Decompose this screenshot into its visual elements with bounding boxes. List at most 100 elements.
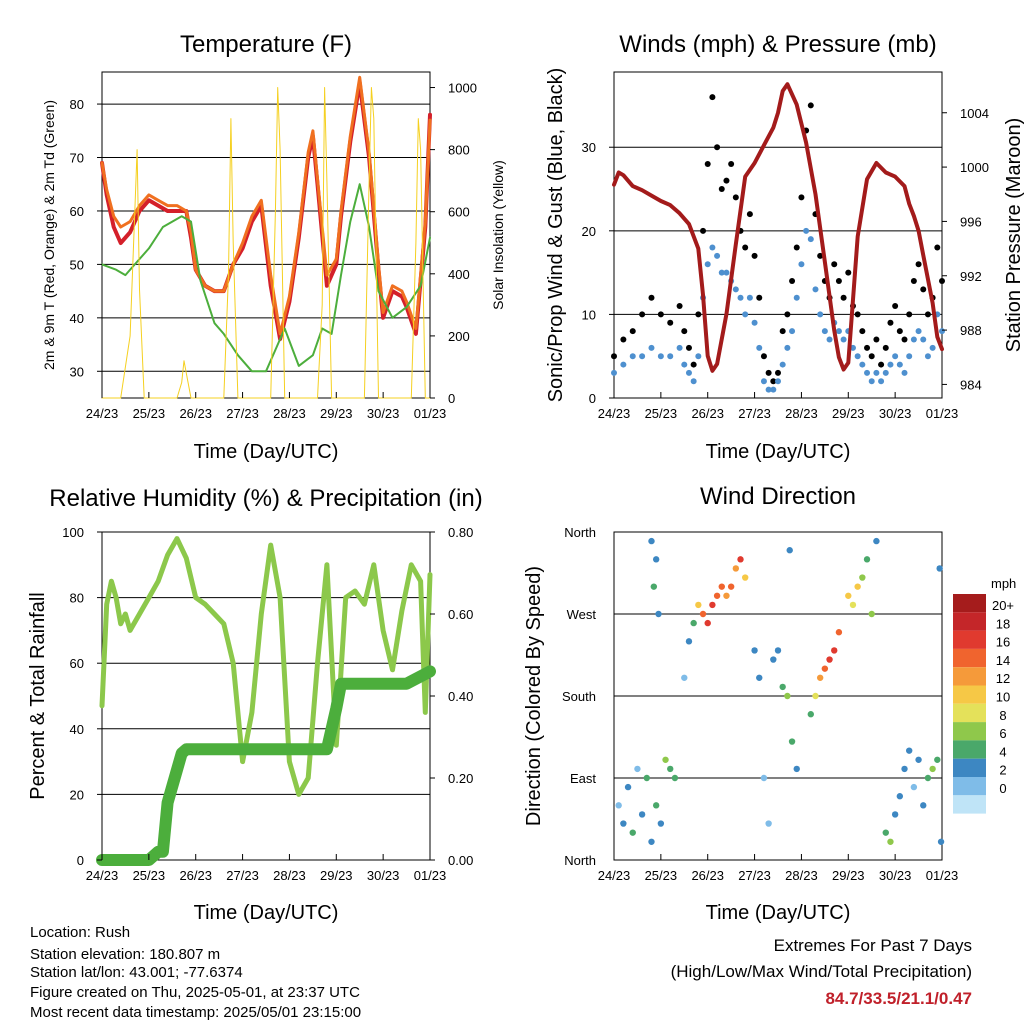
wind-point xyxy=(639,353,646,360)
y-tick-label: 0 xyxy=(77,853,84,868)
solar-line xyxy=(101,87,431,399)
x-tick-label: 01/23 xyxy=(414,868,447,883)
gust-point xyxy=(817,252,824,259)
direction-point xyxy=(634,765,641,773)
direction-point xyxy=(784,692,791,700)
gust-point xyxy=(789,277,796,284)
colorbar-swatch xyxy=(953,703,986,723)
wind-point xyxy=(620,361,627,368)
direction-panel: Wind Direction North East South West North 2… xyxy=(523,483,1016,924)
rh-line xyxy=(99,536,433,797)
colorbar-swatch xyxy=(953,758,986,777)
x-tick-label: 01/23 xyxy=(926,406,959,421)
y-tick-label: 30 xyxy=(582,140,596,155)
gust-point xyxy=(784,311,791,318)
direction-point xyxy=(807,711,814,718)
gust-point xyxy=(939,277,945,284)
x-tick-label: 01/23 xyxy=(926,868,959,883)
wind-point xyxy=(920,336,927,343)
x-tick-label: 24/23 xyxy=(598,868,631,883)
gust-point xyxy=(611,353,617,360)
wind-point xyxy=(896,361,903,368)
humidity-series xyxy=(96,536,436,866)
gust-point xyxy=(906,311,913,318)
humidity-x-label: Time (Day/UTC) xyxy=(194,902,339,924)
wind-point xyxy=(878,378,885,385)
info-elevation: Station elevation: 180.807 m xyxy=(30,946,220,963)
wind-point xyxy=(873,369,880,376)
colorbar-swatch xyxy=(953,594,986,613)
winds-y2-label: Station Pressure (Maroon) xyxy=(1003,118,1024,353)
wind-point xyxy=(695,353,702,360)
y2-tick-label: 200 xyxy=(448,329,470,344)
info-recent: Most recent data timestamp: 2025/05/01 2… xyxy=(30,1004,361,1021)
wind-point xyxy=(751,319,758,326)
direction-point xyxy=(812,692,819,700)
y-tick-label: 50 xyxy=(70,257,84,272)
direction-point xyxy=(742,574,749,581)
gust-point xyxy=(746,211,753,218)
y2-tick-label: 1000 xyxy=(960,160,989,175)
direction-point xyxy=(737,556,744,563)
direction-point xyxy=(652,802,660,809)
direction-point xyxy=(713,592,721,599)
gust-point xyxy=(723,177,730,184)
wind-point xyxy=(821,328,828,335)
colorbar-swatch xyxy=(953,722,986,741)
gust-point xyxy=(765,369,772,376)
direction-point xyxy=(655,610,662,618)
y2-tick-label: 1004 xyxy=(960,106,989,121)
y-tick-label: 20 xyxy=(70,787,84,802)
wind-point xyxy=(760,378,767,385)
y2-tick-label: 600 xyxy=(448,205,470,220)
x-tick-label: 01/23 xyxy=(414,406,447,421)
direction-point xyxy=(718,583,725,590)
wind-point xyxy=(789,328,796,335)
y-tick-label: North xyxy=(564,853,596,868)
wind-point xyxy=(887,361,894,368)
direction-point xyxy=(723,592,730,599)
gust-point xyxy=(751,252,758,259)
wind-point xyxy=(864,369,871,376)
direction-point xyxy=(652,556,660,563)
gust-point xyxy=(775,369,781,376)
x-tick-label: 29/23 xyxy=(320,406,353,421)
wind-point xyxy=(798,261,805,268)
x-tick-label: 25/23 xyxy=(645,406,678,421)
wind-point xyxy=(648,344,655,351)
info-location: Location: Rush xyxy=(30,924,130,941)
wind-point xyxy=(826,336,833,343)
direction-point xyxy=(681,674,688,681)
wind-point xyxy=(704,261,711,268)
direction-point xyxy=(685,638,693,645)
colorbar-swatch xyxy=(953,667,986,686)
y-tick-label: 40 xyxy=(70,722,84,737)
direction-point xyxy=(751,647,758,654)
gust-point xyxy=(732,194,739,201)
extremes-title: Extremes For Past 7 Days xyxy=(774,936,972,955)
x-tick-label: 29/23 xyxy=(320,868,353,883)
wind-point xyxy=(859,361,866,368)
gust-point xyxy=(714,144,721,151)
gust-point xyxy=(657,311,664,318)
direction-point xyxy=(667,765,674,773)
gust-point xyxy=(700,227,707,234)
wind-point xyxy=(742,311,749,318)
direction-point xyxy=(657,820,665,827)
gust-point xyxy=(690,361,697,368)
speed-colorbar: mph 20+ 18 16 14 12 10 8 6 4 2 0 xyxy=(953,576,1016,814)
direction-point xyxy=(709,601,716,609)
humidity-x-ticks: 24/23 25/23 26/23 27/23 28/23 29/23 30/23 01/23 xyxy=(86,854,447,883)
y2-tick-label: 0.00 xyxy=(448,853,473,868)
direction-point xyxy=(662,756,669,763)
wind-point xyxy=(657,353,664,360)
direction-series xyxy=(615,537,945,845)
winds-grid xyxy=(614,146,942,399)
gust-point xyxy=(756,294,763,301)
temperature-y-ticks: 30 40 50 60 70 80 xyxy=(70,97,102,379)
info-created: Figure created on Thu, 2025-05-01, at 23… xyxy=(30,984,360,1001)
temperature-series xyxy=(100,75,432,399)
colorbar-label: 0 xyxy=(999,781,1006,796)
x-tick-label: 27/23 xyxy=(738,868,771,883)
